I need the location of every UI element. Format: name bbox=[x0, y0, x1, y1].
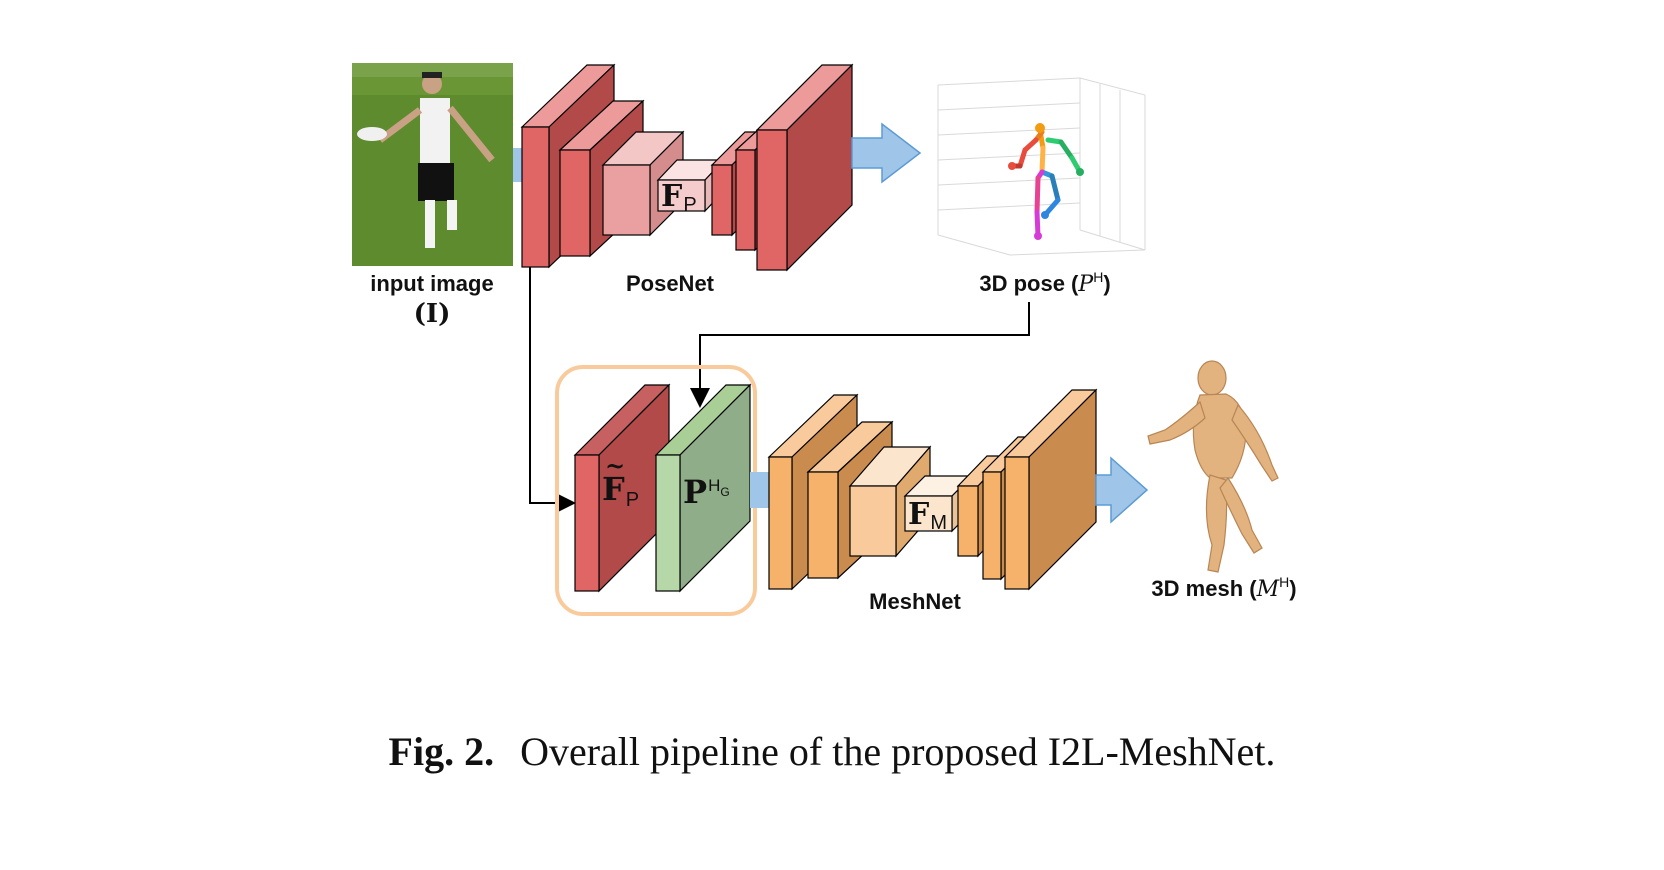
figure-caption: Fig. 2. Overall pipeline of the proposed … bbox=[0, 728, 1664, 775]
fp-tilde-symbol: FP bbox=[602, 470, 639, 511]
posenet-block bbox=[520, 63, 854, 272]
mesh-3d-label: 3D mesh (MH) bbox=[1151, 574, 1296, 602]
fp-symbol: FP bbox=[661, 179, 697, 216]
phg-symbol: PHG bbox=[683, 473, 730, 511]
pose-3d-plot bbox=[937, 77, 1146, 256]
figure-caption-text: Overall pipeline of the proposed I2L-Mes… bbox=[520, 729, 1276, 774]
meshnet-output-arrow bbox=[1095, 456, 1149, 524]
posenet-output-arrow bbox=[851, 122, 922, 184]
input-image-label: input image bbox=[370, 271, 493, 296]
figure-number: Fig. 2. bbox=[388, 729, 495, 774]
pose-feedback-arrow bbox=[690, 302, 1030, 408]
pose-3d-label: 3D pose (PH) bbox=[979, 269, 1110, 297]
meshnet-block bbox=[767, 388, 1098, 591]
input-image-symbol: (I) bbox=[414, 299, 451, 329]
posenet-label: PoseNet bbox=[626, 271, 715, 296]
fm-symbol: FM bbox=[908, 497, 947, 534]
mesh-3d-figure bbox=[1147, 360, 1279, 573]
feature-skip-arrow bbox=[529, 267, 576, 513]
tilde-mark: ~ bbox=[605, 451, 625, 480]
fused-feature-block bbox=[573, 383, 752, 593]
input-image bbox=[352, 63, 513, 266]
meshnet-label: MeshNet bbox=[869, 589, 961, 614]
